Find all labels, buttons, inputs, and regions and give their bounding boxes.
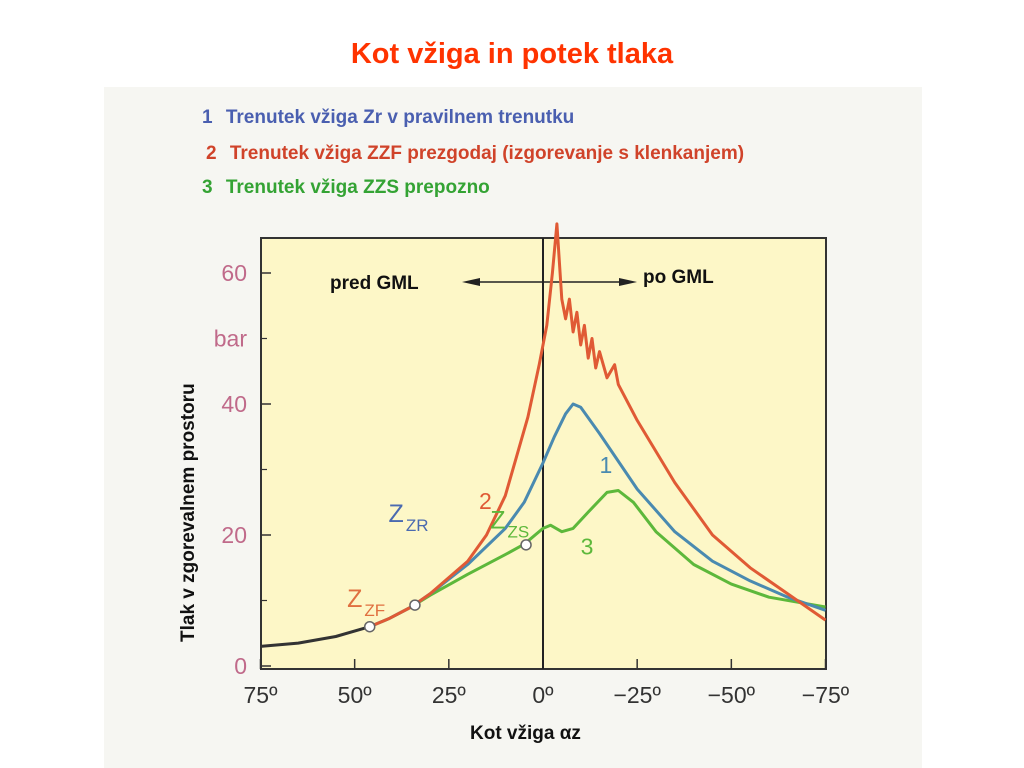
x-tick-label: 50º	[338, 682, 373, 708]
ignition-markers: Z ZF Z ZR Z ZS	[347, 500, 532, 633]
curve-series-2	[369, 222, 827, 629]
curve-common	[260, 625, 371, 648]
marker-label-zr: Z ZR	[389, 500, 429, 535]
y-unit-label: bar	[214, 326, 248, 352]
arrow-left-icon	[462, 278, 480, 286]
pressure-chart: 1 Trenutek vžiga Zr v pravilnem trenutku…	[178, 107, 850, 744]
region-label-after-tdc: po GML	[643, 267, 714, 288]
y-axis-ticks: 0 20 40 60 bar	[214, 260, 271, 679]
legend-item-3: 3 Trenutek vžiga ZZS prepozno	[202, 177, 490, 198]
x-tick-label: 75º	[243, 682, 278, 708]
curve-labels: 1 2 3	[479, 452, 612, 560]
region-arrows	[462, 278, 637, 286]
arrow-right-icon	[619, 278, 637, 286]
x-tick-label: 0º	[532, 682, 554, 708]
legend-item-1: 1 Trenutek vžiga Zr v pravilnem trenutku	[202, 107, 574, 128]
curve-label-1: 1	[600, 452, 613, 478]
y-tick-label: 60	[221, 260, 247, 286]
curve-label-2: 2	[479, 488, 492, 514]
y-tick-label: 40	[221, 391, 247, 417]
legend: 1 Trenutek vžiga Zr v pravilnem trenutku…	[202, 107, 744, 198]
figure-panel: 1 Trenutek vžiga Zr v pravilnem trenutku…	[104, 87, 922, 768]
y-axis-label: Tlak v zgorevalnem prostoru	[178, 383, 199, 642]
marker-zf	[363, 620, 376, 633]
marker-label-zf: Z ZF	[347, 585, 385, 620]
y-tick-label: 0	[234, 653, 247, 679]
marker-zr	[409, 599, 421, 611]
curves	[260, 222, 827, 648]
x-tick-label: −75º	[802, 682, 850, 708]
x-tick-label: −25º	[613, 682, 661, 708]
x-axis-ticks: 75º 50º 25º 0º −25º −50º −75º	[243, 659, 850, 708]
x-tick-label: 25º	[432, 682, 467, 708]
y-tick-label: 20	[221, 522, 247, 548]
legend-item-2: 2 Trenutek vžiga ZZF prezgodaj (izgoreva…	[206, 143, 744, 164]
curve-series-3	[369, 489, 826, 629]
slide-title: Kot vžiga in potek tlaka	[350, 38, 674, 70]
x-axis-label: Kot vžiga αz	[470, 723, 581, 744]
marker-label-zs: Z ZS	[490, 506, 529, 541]
marker-zs	[520, 539, 532, 551]
curve-label-3: 3	[581, 534, 594, 560]
x-tick-label: −50º	[708, 682, 756, 708]
region-label-before-tdc: pred GML	[330, 273, 419, 294]
